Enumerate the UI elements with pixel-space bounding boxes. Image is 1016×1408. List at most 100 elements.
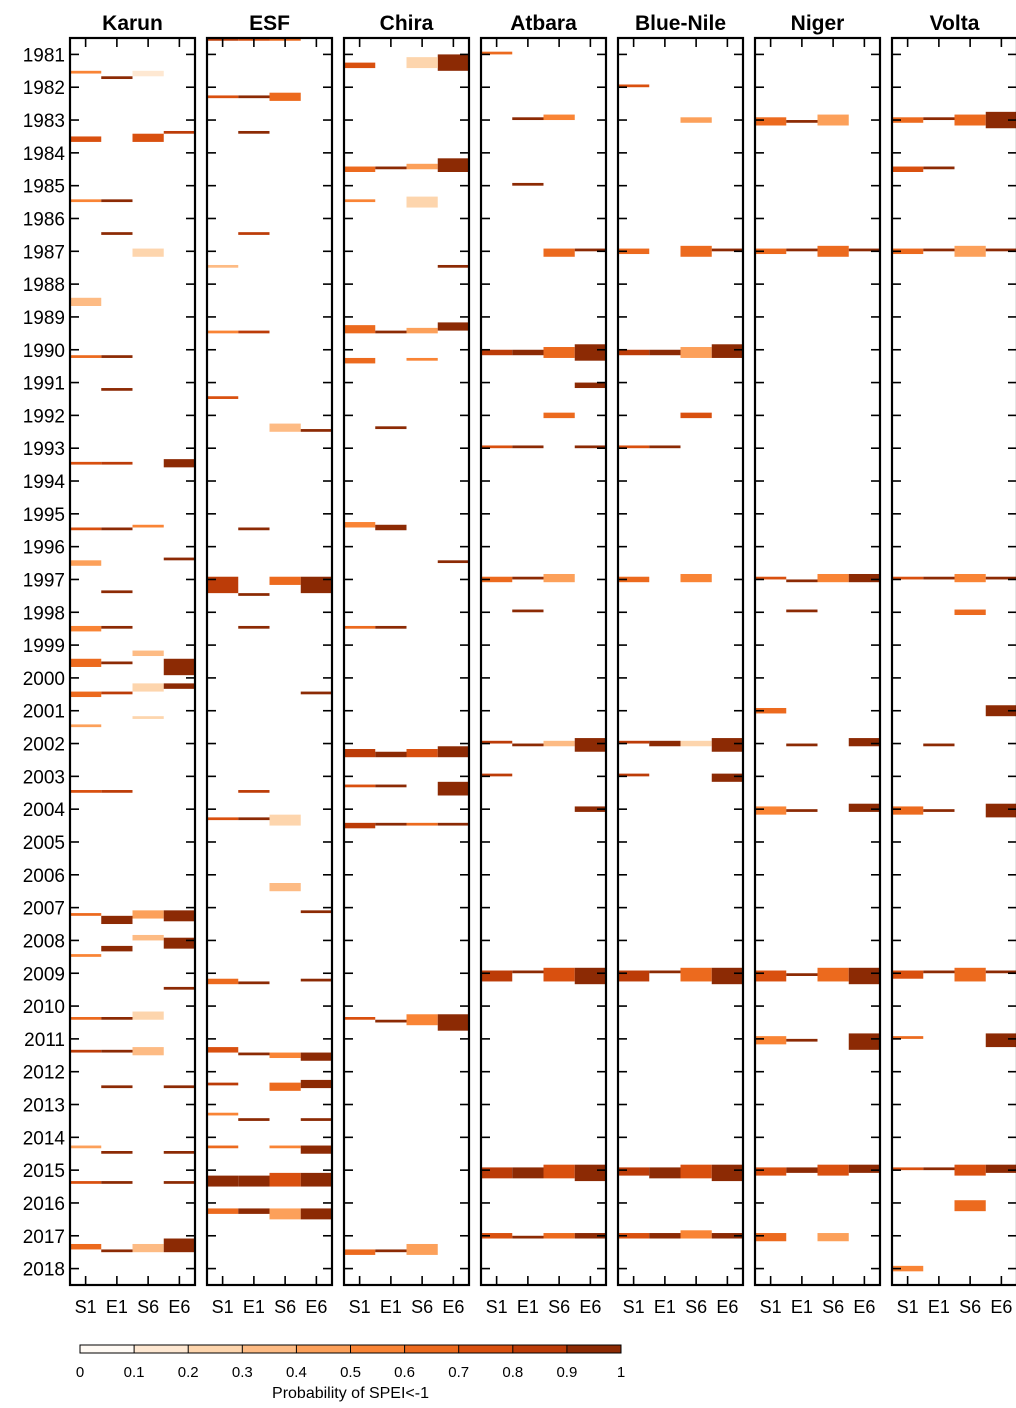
heatmap-cell	[817, 967, 849, 982]
heatmap-cell	[481, 51, 513, 55]
heatmap-cell	[300, 1079, 332, 1089]
heatmap-cell	[344, 199, 376, 203]
heatmap-cell	[163, 1151, 195, 1154]
heatmap-cell	[101, 1181, 133, 1184]
heatmap-cell	[985, 576, 1016, 580]
heatmap-cell	[437, 264, 469, 268]
colorbar: 0 0.1 0.2 0.3 0.4 0.5 0.6 0.7 0.8 0.9 1 Probability…	[76, 1344, 625, 1402]
heatmap-cell	[512, 576, 544, 580]
panel-atbara: Atbara S1 E1 S6 E6	[479, 12, 608, 1317]
heatmap-cell	[375, 330, 407, 334]
heatmap-cell	[344, 522, 376, 528]
heatmap-cell	[163, 1181, 195, 1184]
heatmap-cell	[755, 1233, 787, 1242]
heatmap-cell	[344, 325, 376, 334]
year-label: 1997	[23, 570, 65, 591]
year-label: 2001	[23, 702, 65, 723]
column-label: S1	[760, 1297, 782, 1317]
heatmap-cell	[481, 740, 513, 744]
year-label: 2010	[23, 997, 65, 1018]
panel-background	[892, 38, 1016, 1285]
year-axis: 1981 1982 1983 1984 1985 1986 1987 1988 1989 1990…	[23, 45, 66, 1280]
year-label: 1989	[23, 308, 65, 329]
year-label: 1995	[23, 505, 65, 526]
column-label: S1	[486, 1297, 508, 1317]
heatmap-cell	[70, 1243, 102, 1250]
heatmap-cell	[207, 1208, 239, 1214]
heatmap-cell	[269, 1172, 301, 1187]
year-label: 2014	[23, 1128, 66, 1149]
heatmap-cell	[238, 1208, 270, 1214]
heatmap-cell	[711, 967, 743, 985]
panel-background	[618, 38, 743, 1285]
heatmap-cell	[238, 817, 270, 821]
heatmap-cell	[892, 248, 924, 255]
heatmap-cell	[543, 412, 575, 419]
panel-frame	[890, 36, 1016, 1287]
column-label: E1	[380, 1297, 402, 1317]
year-label: 1996	[23, 538, 65, 559]
heatmap-cell	[711, 344, 743, 358]
heatmap-cell	[543, 347, 575, 358]
heatmap-cell	[574, 248, 606, 252]
heatmap-cell	[406, 327, 438, 334]
heatmap-cell	[649, 740, 681, 747]
heatmap-cell	[817, 114, 849, 126]
heatmap-cell	[101, 790, 133, 793]
colorbar-label: Probability of SPEI<-1	[272, 1385, 429, 1402]
heatmap-cell	[163, 937, 195, 949]
heatmap-cell	[101, 661, 133, 665]
heatmap-cell	[512, 970, 544, 974]
heatmap-cell	[954, 1164, 986, 1176]
colorbar-segment	[566, 1345, 622, 1353]
heatmap-cell	[406, 163, 438, 170]
colorbar-segment	[350, 1345, 406, 1353]
column-label: E1	[654, 1297, 676, 1317]
heatmap-cell	[207, 264, 239, 268]
year-label: 2012	[23, 1063, 65, 1084]
heatmap-cell	[238, 1052, 270, 1056]
heatmap-cell	[711, 248, 743, 252]
heatmap-cell	[437, 560, 469, 564]
heatmap-cell	[344, 1017, 376, 1020]
heatmap-cell	[755, 970, 787, 982]
column-label: E1	[928, 1297, 950, 1317]
panel-frame	[342, 36, 471, 1287]
heatmap-cell	[101, 461, 133, 465]
colorbar-segment	[458, 1345, 514, 1353]
heatmap-cell	[132, 1047, 164, 1056]
heatmap-cell	[848, 803, 880, 812]
year-label: 1999	[23, 636, 65, 657]
heatmap-cell	[132, 716, 164, 719]
heatmap-cell	[132, 934, 164, 941]
heatmap-cell	[101, 1249, 133, 1253]
heatmap-cell	[817, 573, 849, 583]
heatmap-cell	[437, 1014, 469, 1031]
colorbar-segment	[296, 1345, 351, 1353]
heatmap-cell	[892, 806, 924, 815]
heatmap-cell	[574, 1233, 606, 1239]
heatmap-cell	[300, 429, 332, 432]
heatmap-cell	[70, 70, 102, 74]
heatmap-cell	[512, 609, 544, 613]
heatmap-cell	[300, 978, 332, 982]
panel-background	[755, 38, 880, 1285]
heatmap-cell	[437, 746, 469, 758]
panel-frame	[753, 36, 882, 1287]
panel-chira: Chira S1 E1 S6 E6	[342, 12, 471, 1317]
heatmap-cell	[481, 445, 513, 449]
heatmap-cell	[574, 738, 606, 752]
heatmap-cell	[437, 822, 469, 826]
heatmap-cell	[163, 459, 195, 468]
heatmap-cell	[163, 910, 195, 922]
heatmap-cell	[70, 297, 102, 306]
panel-karun: Karun S1 E1 S6 E6	[68, 12, 197, 1317]
colorbar-segment	[512, 1345, 568, 1353]
heatmap-cell	[711, 738, 743, 752]
heatmap-cell	[101, 355, 133, 358]
heatmap-cell	[892, 1265, 924, 1272]
panel-title: Blue-Nile	[635, 12, 726, 35]
heatmap-cell	[892, 117, 924, 123]
heatmap-cell	[680, 967, 712, 982]
